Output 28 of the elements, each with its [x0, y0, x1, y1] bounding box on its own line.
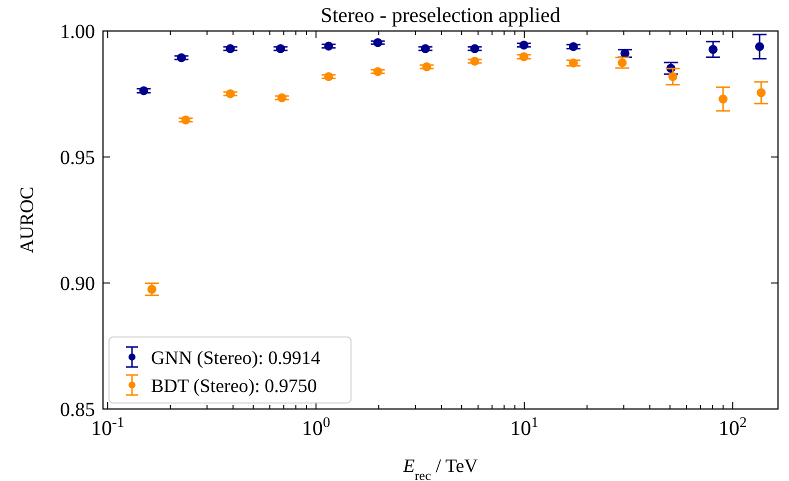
point — [568, 58, 578, 68]
point — [519, 40, 528, 50]
point — [324, 72, 334, 82]
point — [568, 42, 578, 52]
x-tick-label: 10$^{2}$ — [718, 415, 747, 440]
point — [324, 42, 334, 51]
x-tick-label: 10$^{1}$ — [510, 415, 539, 440]
x-tick-label: 10$^{0}$ — [302, 415, 330, 440]
legend-label: GNN (Stereo): 0.9914 — [151, 348, 321, 369]
point — [470, 56, 480, 66]
point — [420, 44, 430, 54]
point — [276, 44, 286, 54]
point — [373, 67, 382, 76]
point — [618, 58, 627, 68]
y-tick-label: 0.90 — [60, 273, 95, 295]
legend-label: BDT (Stereo): 0.9750 — [151, 376, 317, 397]
x-axis-title: E$_{rec}$ / TeV — [402, 456, 478, 481]
point — [373, 38, 382, 48]
y-tick-label: 0.95 — [60, 147, 95, 169]
point — [176, 53, 186, 62]
y-axis-title: AUROC — [17, 186, 38, 254]
point — [422, 62, 432, 72]
point — [519, 52, 528, 62]
chart-title: Stereo - preselection applied — [320, 3, 561, 27]
y-tick-label: 1.00 — [60, 21, 95, 43]
point — [226, 89, 235, 98]
point — [470, 44, 480, 54]
point — [226, 44, 235, 54]
